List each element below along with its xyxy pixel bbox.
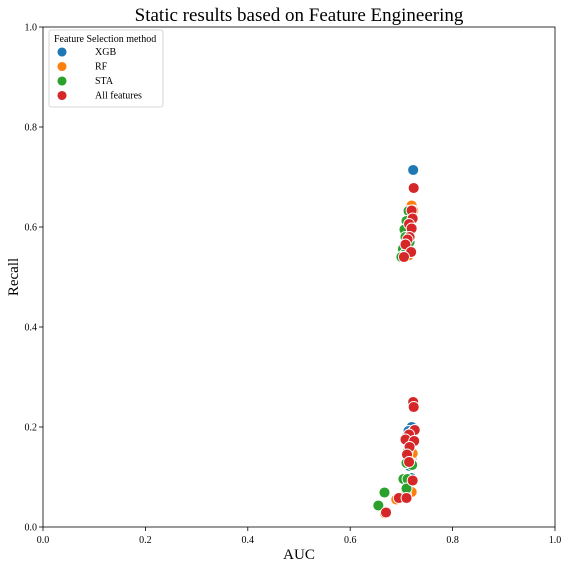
legend-label: XGB (95, 47, 116, 58)
data-point (407, 401, 420, 413)
x-tick-label: 0.4 (242, 535, 255, 546)
legend-marker (56, 46, 68, 58)
data-point (403, 456, 416, 468)
y-tick-label: 0.6 (25, 223, 38, 234)
y-tick-label: 0.0 (25, 523, 38, 534)
data-point (406, 474, 419, 487)
data-point (398, 251, 410, 263)
data-point (407, 182, 420, 194)
plot-frame (42, 26, 556, 528)
data-point (378, 486, 391, 499)
y-tick-label: 0.8 (25, 123, 38, 134)
legend: Feature Selection method XGB RF STA All fea… (48, 29, 164, 108)
x-tick-label: 1.0 (549, 535, 562, 546)
legend-marker (56, 90, 68, 101)
data-point (407, 164, 420, 176)
x-tick-label: 0.6 (344, 535, 357, 546)
data-point (400, 492, 413, 504)
data-point (372, 499, 385, 512)
data-points (372, 164, 421, 520)
y-axis: 0.0 0.2 0.4 0.6 0.8 1.0 (25, 23, 43, 534)
chart-title: Static results based on Feature Engineer… (135, 5, 464, 26)
y-tick-label: 1.0 (25, 23, 38, 34)
legend-label: STA (95, 76, 114, 87)
legend-label: RF (95, 62, 108, 73)
y-tick-label: 0.2 (25, 423, 38, 434)
x-tick-label: 0.0 (37, 535, 50, 546)
x-tick-label: 0.8 (446, 535, 459, 546)
x-axis-label: AUC (283, 547, 315, 563)
legend-title: Feature Selection method (54, 34, 156, 45)
legend-box (48, 29, 164, 108)
x-axis: 0.0 0.2 0.4 0.6 0.8 1.0 (37, 527, 562, 546)
x-tick-label: 0.2 (139, 535, 152, 546)
legend-label: All features (95, 91, 142, 102)
series-all-features (380, 182, 421, 519)
y-tick-label: 0.4 (25, 323, 38, 334)
data-point (380, 506, 392, 519)
legend-marker (56, 75, 68, 87)
legend-marker (56, 61, 68, 72)
y-axis-label: Recall (6, 258, 22, 296)
